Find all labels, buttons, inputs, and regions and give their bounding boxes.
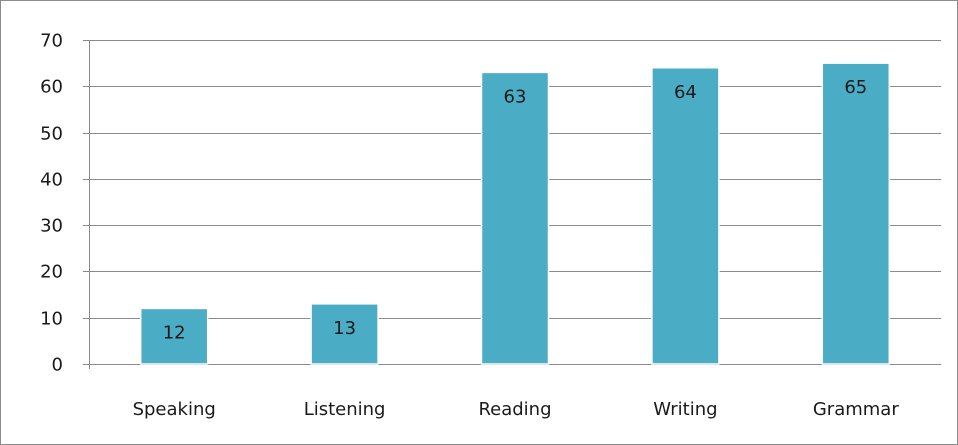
- category-label-speaking: Speaking: [133, 399, 216, 420]
- y-tick-label: 40: [40, 170, 63, 191]
- y-tick-label: 70: [40, 31, 63, 52]
- category-label-grammar: Grammar: [813, 399, 899, 420]
- bar-writing: [651, 67, 720, 365]
- data-label-writing: 64: [674, 82, 697, 103]
- data-label-speaking: 12: [163, 322, 186, 343]
- category-label-reading: Reading: [478, 399, 551, 420]
- category-label-writing: Writing: [653, 399, 717, 420]
- y-tick-label: 20: [40, 262, 63, 283]
- category-labels: Speaking Listening Reading Writing Grammar: [133, 399, 900, 420]
- y-tick-label: 10: [40, 309, 63, 330]
- data-label-reading: 63: [504, 86, 527, 107]
- y-axis-ticks: 0 10 20 30 40 50 60 70: [40, 31, 63, 376]
- bar-speaking: [139, 307, 209, 365]
- y-tick-label: 30: [40, 216, 63, 237]
- bars: [139, 62, 891, 365]
- data-label-grammar: 65: [844, 77, 867, 98]
- y-tick-label: 60: [40, 77, 63, 98]
- category-label-listening: Listening: [304, 399, 386, 420]
- bar-reading: [480, 71, 550, 365]
- y-tick-label: 0: [52, 355, 63, 376]
- data-label-listening: 13: [333, 318, 356, 339]
- bar-listening: [310, 303, 379, 365]
- data-labels: 12 13 63 64 65: [163, 77, 868, 343]
- y-tick-label: 50: [40, 124, 63, 145]
- bar-grammar: [821, 62, 891, 365]
